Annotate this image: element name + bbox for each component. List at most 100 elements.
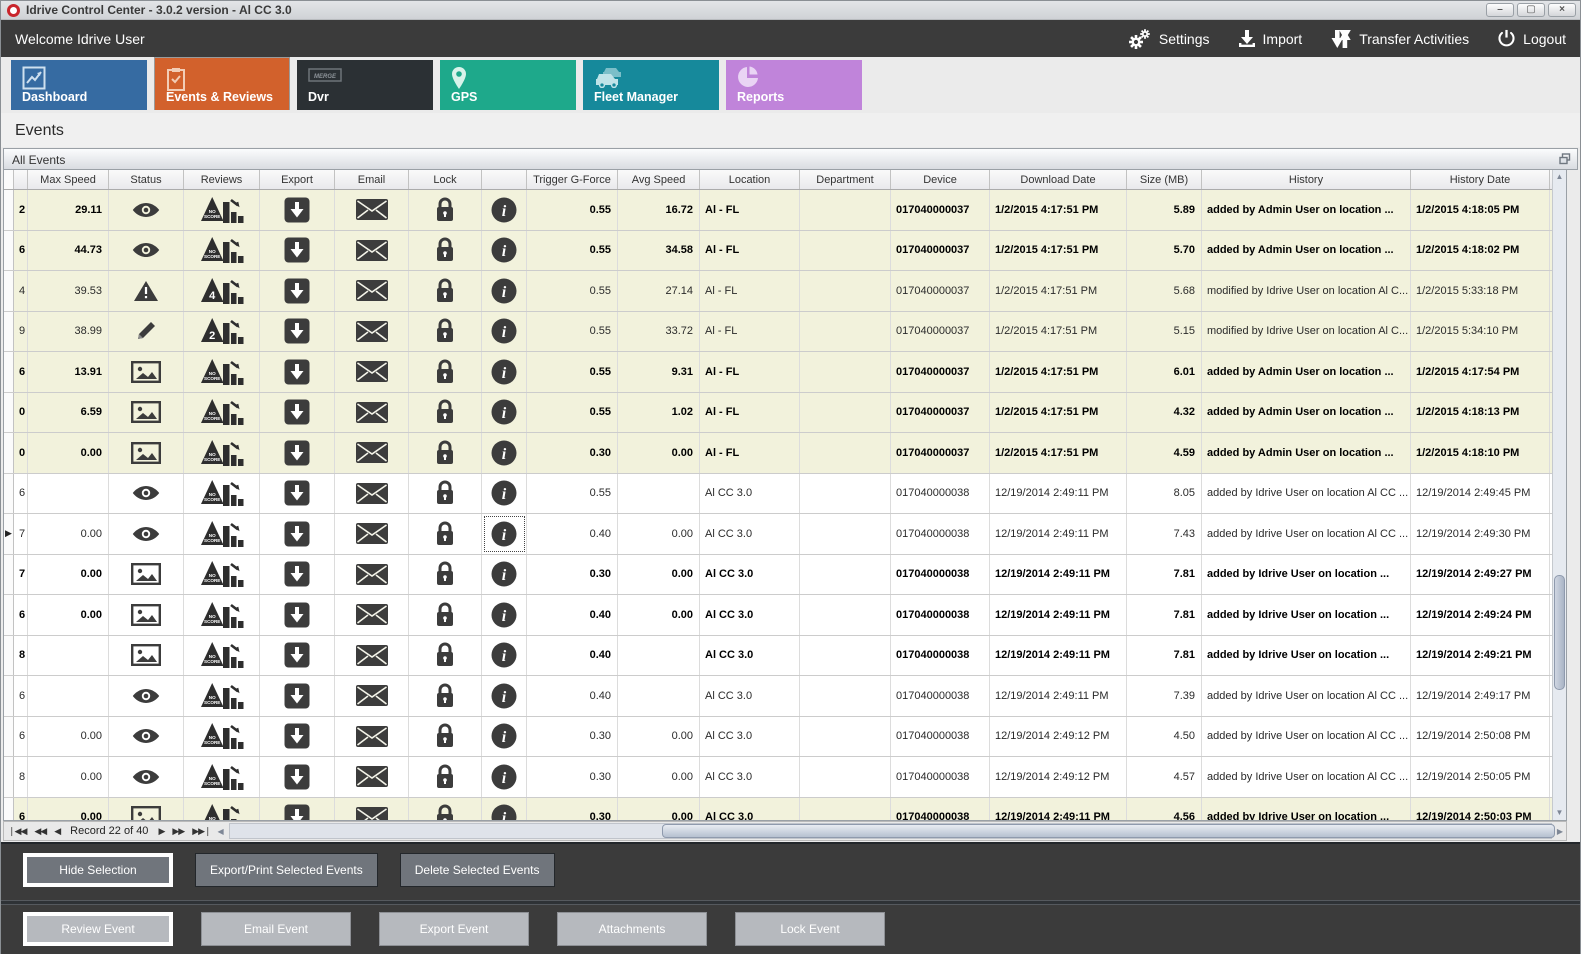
delete-selected-events-button[interactable]: Delete Selected Events bbox=[399, 853, 555, 887]
tab-events-reviews[interactable]: Events & Reviews bbox=[154, 57, 290, 110]
table-row[interactable]: 2 29.11 NO SCORE i 0.55 16.72 Al - FL 0170400000… bbox=[4, 190, 1553, 231]
cell-reviews[interactable]: 4 bbox=[184, 271, 260, 311]
next-page-button[interactable]: ▶▶ bbox=[172, 825, 185, 836]
column-header-download_date[interactable]: Download Date bbox=[990, 170, 1127, 189]
export-icon[interactable] bbox=[284, 480, 310, 506]
info-icon[interactable]: i bbox=[491, 804, 517, 820]
column-header-idclip[interactable] bbox=[14, 170, 28, 189]
export-icon[interactable] bbox=[284, 723, 310, 749]
tab-dashboard[interactable]: Dashboard bbox=[11, 60, 147, 110]
review-score-icon[interactable]: 2 bbox=[200, 316, 244, 346]
export-icon[interactable] bbox=[284, 278, 310, 304]
export-icon[interactable] bbox=[284, 683, 310, 709]
info-icon[interactable]: i bbox=[491, 561, 517, 587]
email-icon[interactable] bbox=[355, 361, 388, 383]
lock-icon[interactable] bbox=[435, 197, 455, 223]
lock-icon[interactable] bbox=[435, 440, 455, 466]
column-header-info[interactable] bbox=[482, 170, 527, 189]
lock-icon[interactable] bbox=[435, 318, 455, 344]
email-icon[interactable] bbox=[355, 766, 388, 788]
column-header-history_date[interactable]: History Date bbox=[1411, 170, 1550, 189]
info-icon[interactable]: i bbox=[491, 318, 517, 344]
settings-button[interactable]: Settings bbox=[1126, 28, 1210, 50]
lock-icon[interactable] bbox=[435, 359, 455, 385]
email-icon[interactable] bbox=[355, 401, 388, 423]
export-icon[interactable] bbox=[284, 764, 310, 790]
info-icon[interactable]: i bbox=[491, 278, 517, 304]
email-icon[interactable] bbox=[355, 604, 388, 626]
column-header-history[interactable]: History bbox=[1202, 170, 1411, 189]
export-icon[interactable] bbox=[284, 237, 310, 263]
info-icon[interactable]: i bbox=[491, 602, 517, 628]
export-icon[interactable] bbox=[284, 197, 310, 223]
maximize-button[interactable]: ▢ bbox=[1517, 3, 1545, 17]
table-row[interactable]: 7 0.00 NO SCORE i 0.30 0.00 Al CC 3.0 0170400000… bbox=[4, 554, 1553, 595]
column-header-reviews[interactable]: Reviews bbox=[184, 170, 260, 189]
info-icon[interactable]: i bbox=[491, 521, 517, 547]
export-icon[interactable] bbox=[284, 602, 310, 628]
column-header-lock[interactable]: Lock bbox=[409, 170, 482, 189]
scroll-up-icon[interactable]: ▲ bbox=[1555, 172, 1564, 181]
column-header-avg_speed[interactable]: Avg Speed bbox=[618, 170, 700, 189]
email-icon[interactable] bbox=[355, 239, 388, 261]
column-header-device[interactable]: Device bbox=[891, 170, 990, 189]
column-header-department[interactable]: Department bbox=[800, 170, 891, 189]
export-icon[interactable] bbox=[284, 359, 310, 385]
transfer-activities-button[interactable]: Transfer Activities bbox=[1330, 28, 1469, 50]
export-icon[interactable] bbox=[284, 642, 310, 668]
table-row[interactable]: ▶ 7 0.00 NO SCORE i 0.40 0.00 Al CC 3.0 017040000… bbox=[4, 514, 1553, 555]
table-row[interactable]: 4 39.53 4 i 0.55 27.14 Al - FL 017040000037 1/2/… bbox=[4, 271, 1553, 312]
logout-button[interactable]: Logout bbox=[1497, 29, 1566, 48]
column-header-trigger[interactable]: Trigger G-Force bbox=[527, 170, 618, 189]
export-print-selected-events-button[interactable]: Export/Print Selected Events bbox=[195, 853, 378, 887]
info-icon[interactable]: i bbox=[491, 197, 517, 223]
export-icon[interactable] bbox=[284, 804, 310, 820]
table-row[interactable]: 6 NO SCORE i 0.55 Al CC 3.0 017040000038 12/19/… bbox=[4, 473, 1553, 514]
table-row[interactable]: 9 38.99 2 i 0.55 33.72 Al - FL 017040000037 1/2/… bbox=[4, 311, 1553, 352]
import-button[interactable]: Import bbox=[1238, 29, 1302, 49]
column-header-status[interactable]: Status bbox=[109, 170, 184, 189]
vertical-scrollbar[interactable]: ▲ ▼ bbox=[1552, 170, 1566, 820]
lock-icon[interactable] bbox=[435, 561, 455, 587]
review-score-icon[interactable]: 4 bbox=[200, 276, 244, 306]
lock-icon[interactable] bbox=[435, 480, 455, 506]
export-icon[interactable] bbox=[284, 440, 310, 466]
lock-icon[interactable] bbox=[435, 804, 455, 820]
export-icon[interactable] bbox=[284, 521, 310, 547]
export-icon[interactable] bbox=[284, 561, 310, 587]
info-icon[interactable]: i bbox=[491, 359, 517, 385]
info-icon[interactable]: i bbox=[491, 764, 517, 790]
table-row[interactable]: 6 NO SCORE i 0.40 Al CC 3.0 017040000038 12/19/… bbox=[4, 676, 1553, 717]
table-row[interactable]: 8 0.00 NO SCORE i 0.30 0.00 Al CC 3.0 0170400000… bbox=[4, 757, 1553, 798]
next-record-button[interactable]: ▶ bbox=[158, 825, 165, 836]
scroll-down-icon[interactable]: ▼ bbox=[1555, 808, 1564, 817]
email-icon[interactable] bbox=[355, 644, 388, 666]
lock-icon[interactable] bbox=[435, 764, 455, 790]
email-icon[interactable] bbox=[355, 199, 388, 221]
first-record-button[interactable]: ❘◀◀ bbox=[8, 825, 27, 836]
info-icon[interactable]: i bbox=[491, 399, 517, 425]
column-header-location[interactable]: Location bbox=[700, 170, 800, 189]
review-event-button[interactable]: Review Event bbox=[23, 912, 173, 946]
export-icon[interactable] bbox=[284, 318, 310, 344]
lock-icon[interactable] bbox=[435, 278, 455, 304]
scroll-right-icon[interactable]: ▶ bbox=[1556, 826, 1564, 836]
